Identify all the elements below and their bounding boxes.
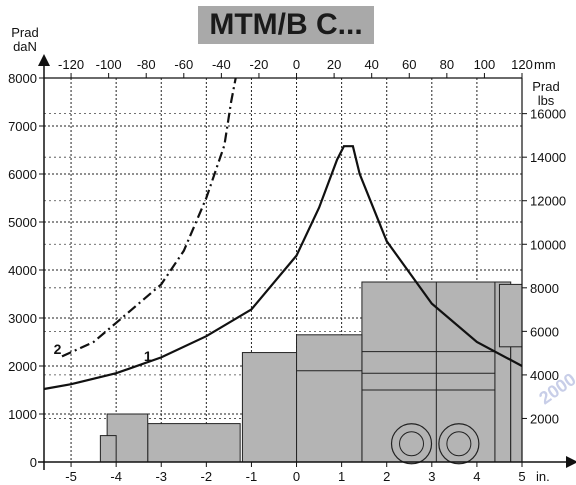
right-tick-label: 2000 — [530, 411, 559, 426]
bottom-tick-label: 5 — [518, 469, 525, 484]
bottom-tick-label: -5 — [65, 469, 77, 484]
top-axis-unit: mm — [534, 57, 556, 72]
left-tick-label: 1000 — [8, 407, 37, 422]
right-tick-label: 8000 — [530, 281, 559, 296]
fixture-block-screw — [498, 283, 523, 348]
top-tick-label: 80 — [440, 57, 454, 72]
fixture-block-edge — [510, 336, 523, 463]
top-tick-label: 100 — [474, 57, 496, 72]
top-tick-label: 60 — [402, 57, 416, 72]
left-axis-title: Prad daN — [8, 26, 42, 53]
right-axis-label-line1: Prad — [532, 79, 560, 94]
left-tick-label: 4000 — [8, 263, 37, 278]
bottom-tick-label: -2 — [201, 469, 213, 484]
fixture-wheel — [438, 423, 480, 465]
bottom-tick-label: -1 — [246, 469, 258, 484]
bottom-tick-label: 2 — [383, 469, 390, 484]
bottom-tick-label: -3 — [155, 469, 167, 484]
right-axis-label-line2: lbs — [537, 92, 555, 108]
left-tick-label: 7000 — [8, 119, 37, 134]
left-tick-label: 3000 — [8, 311, 37, 326]
fixture-block-low — [241, 352, 298, 463]
series-line-1 — [43, 145, 523, 391]
left-tick-label: 6000 — [8, 167, 37, 182]
series-line-2 — [61, 77, 237, 358]
right-tick-label: 12000 — [530, 194, 566, 209]
top-tick-label: -40 — [212, 57, 231, 72]
fixture-block-stop — [99, 435, 117, 463]
right-tick-label: 14000 — [530, 150, 566, 165]
left-axis-label-line1: Prad — [11, 25, 39, 40]
fixture-wheel-inner — [446, 431, 472, 457]
top-tick-label: -80 — [137, 57, 156, 72]
right-tick-label: 6000 — [530, 324, 559, 339]
right-tick-label: 10000 — [530, 237, 566, 252]
curve-label-2: 2 — [54, 341, 62, 357]
top-tick-label: 120 — [511, 57, 533, 72]
top-tick-label: 20 — [327, 57, 341, 72]
bottom-tick-label: 1 — [338, 469, 345, 484]
fixture-wheel — [390, 423, 433, 465]
left-tick-label: 5000 — [8, 215, 37, 230]
top-tick-label: -100 — [96, 57, 122, 72]
left-tick-label: 2000 — [8, 359, 37, 374]
fixture-block-clamp — [147, 423, 241, 463]
left-tick-label: 8000 — [8, 71, 37, 86]
right-tick-label: 16000 — [530, 107, 566, 122]
top-tick-label: -20 — [250, 57, 269, 72]
fixture-wheel-inner — [399, 431, 425, 457]
bottom-tick-label: 3 — [428, 469, 435, 484]
right-tick-label: 4000 — [530, 368, 559, 383]
bottom-tick-label: 0 — [293, 469, 300, 484]
fixture-drawing — [99, 281, 523, 465]
top-tick-label: 0 — [293, 57, 300, 72]
chart-title: MTM/B C... — [198, 6, 374, 44]
bottom-axis-unit: in. — [536, 469, 550, 484]
left-axis-label-line2: daN — [13, 38, 37, 54]
top-tick-label: -60 — [174, 57, 193, 72]
bottom-tick-label: 4 — [473, 469, 480, 484]
bottom-tick-label: -4 — [110, 469, 122, 484]
top-tick-label: 40 — [364, 57, 378, 72]
left-tick-label: 0 — [30, 455, 37, 470]
top-tick-label: -120 — [58, 57, 84, 72]
fixture-block-mid — [296, 334, 363, 463]
curve-label-1: 1 — [144, 348, 152, 364]
right-axis-title: Prad lbs — [530, 80, 562, 107]
